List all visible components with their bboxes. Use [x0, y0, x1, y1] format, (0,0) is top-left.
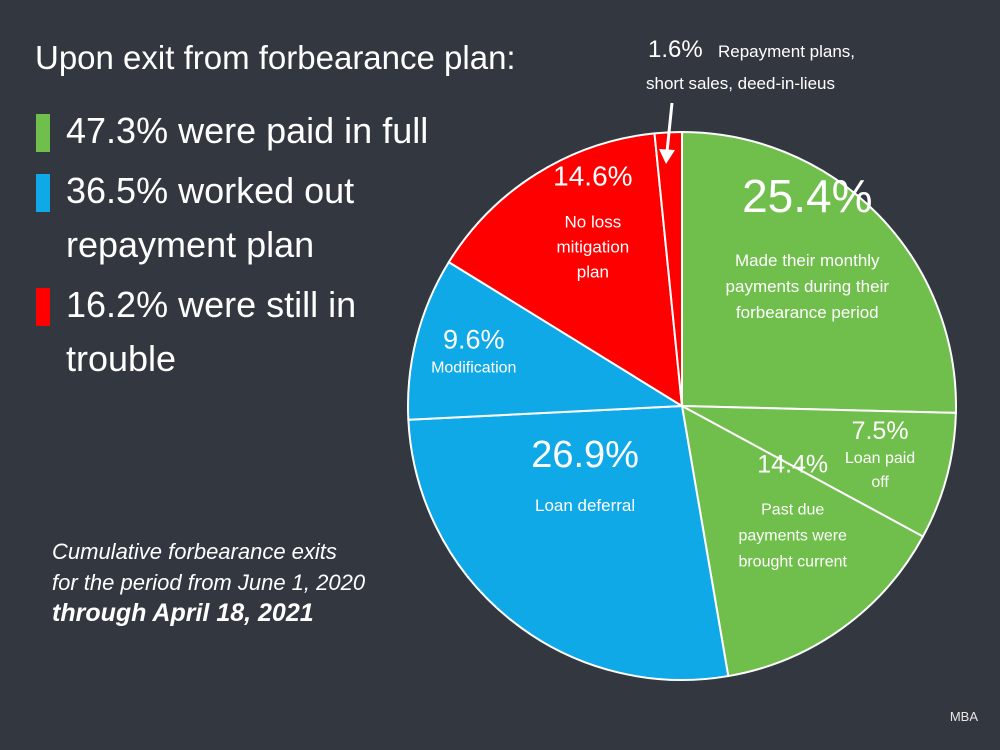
legend-text: 16.2% were still in trouble [66, 284, 357, 379]
pie-slice [447, 132, 683, 407]
slice-category-label: forbearance period [736, 303, 879, 322]
pie-slice [681, 405, 924, 678]
footnote-date: through April 18, 2021 [52, 599, 314, 627]
slice-percent-label: 7.5% [852, 417, 909, 445]
pie-slice [407, 405, 730, 681]
legend-item-repayment-plan: 36.5% worked out repayment plan [36, 164, 456, 272]
pie-slice [681, 131, 957, 414]
pie-slice [407, 261, 683, 421]
slice-category-label: Modification [431, 360, 516, 377]
slice-category-label: Loan deferral [535, 496, 635, 515]
slice-percent-label: 14.4% [757, 450, 828, 478]
slice-category-label: Made their monthly [735, 251, 880, 270]
slice-percent-label: 14.6% [553, 161, 632, 192]
slice-percent-label: 9.6% [443, 325, 505, 355]
slice-percent-label: 26.9% [531, 434, 639, 476]
slice-category-label: No loss [565, 213, 622, 232]
slice-percent-label: 25.4% [742, 170, 872, 222]
slice-category-label: Repayment plans, [718, 42, 855, 61]
slice-category-label: mitigation [556, 238, 629, 257]
legend-text: 36.5% worked out repayment plan [66, 170, 355, 265]
legend-swatch-blue [36, 174, 50, 212]
legend-swatch-green [36, 114, 50, 152]
slice-category-label: payments were [738, 527, 847, 544]
legend-text: 47.3% were paid in full [66, 110, 429, 151]
slice-category-label: short sales, deed-in-lieus [646, 74, 835, 93]
slice-category-label: off [871, 474, 889, 491]
callout-arrow-head [659, 149, 675, 164]
legend-item-paid-in-full: 47.3% were paid in full [36, 104, 456, 158]
slice-percent-label: 1.6% [648, 36, 703, 63]
legend-swatch-red [36, 288, 50, 326]
chart-title: Upon exit from forbearance plan: [35, 39, 516, 76]
slice-category-label: Past due [761, 501, 824, 518]
footnote-line: Cumulative forbearance exits [52, 539, 337, 564]
footnote: Cumulative forbearance exits for the per… [52, 536, 452, 629]
legend: 47.3% were paid in full 36.5% worked out… [36, 104, 456, 392]
slice-category-label: Loan paid [845, 450, 915, 467]
slice-category-label: plan [577, 263, 609, 282]
footnote-line: for the period from June 1, 2020 [52, 570, 366, 595]
source-label: MBA [949, 709, 978, 724]
slice-category-label: payments during their [726, 277, 890, 296]
slice-category-label: brought current [738, 553, 847, 570]
legend-item-still-in-trouble: 16.2% were still in trouble [36, 278, 456, 386]
pie-slice [681, 405, 957, 538]
callout-arrow-line [665, 102, 674, 153]
